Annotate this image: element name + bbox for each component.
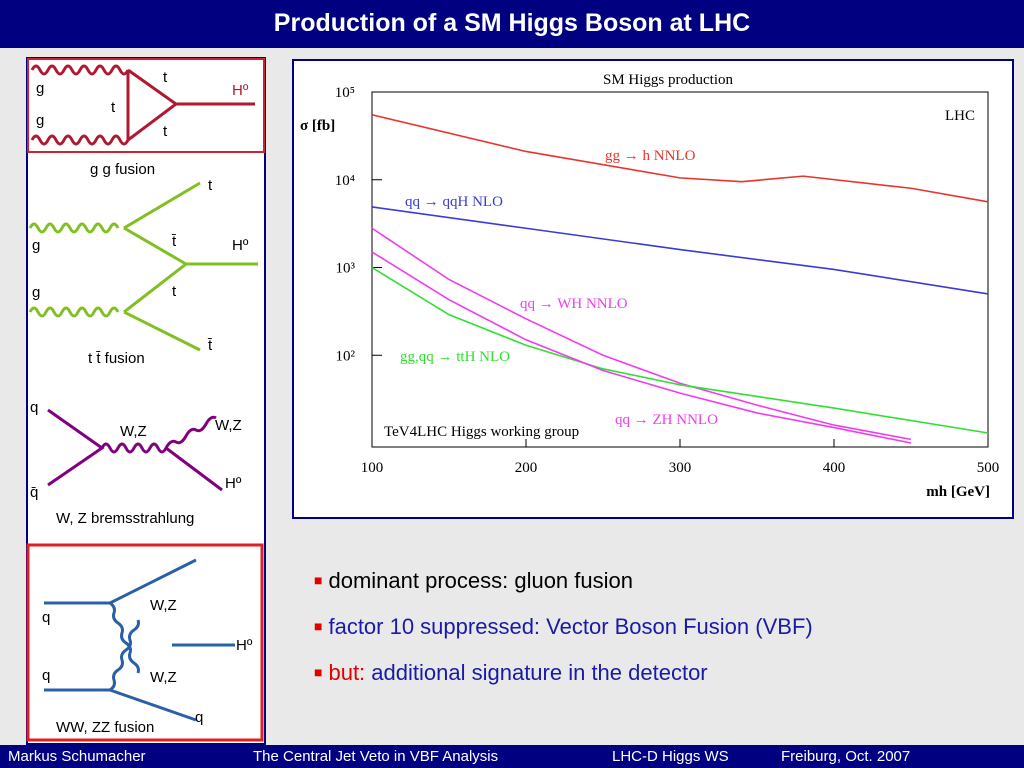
series-label: qq → ZH NNLO <box>615 412 718 428</box>
label: g <box>36 80 44 97</box>
diagram-wz <box>47 408 223 492</box>
bullet-prefix: but: <box>328 660 366 685</box>
caption: t t̄ fusion <box>88 350 145 367</box>
bullet: ■ but: additional signature in the detect… <box>314 660 708 685</box>
footer-text: Markus Schumacher <box>8 748 146 765</box>
chart-frame <box>292 59 1014 519</box>
footer-text: The Central Jet Veto in VBF Analysis <box>253 748 499 765</box>
label: q <box>42 667 50 684</box>
y-axis-label: σ [fb] <box>300 118 335 134</box>
label: q <box>42 609 50 626</box>
label: W,Z <box>150 669 177 686</box>
diagram-vbf <box>44 558 235 722</box>
series-label: gg → h NNLO <box>605 148 696 164</box>
diagram-tt <box>28 181 258 352</box>
label: t <box>163 69 168 86</box>
y-tick-label: 10⁴ <box>335 173 355 189</box>
highlight-box <box>26 543 264 742</box>
series-line <box>371 114 989 203</box>
label: g <box>32 284 40 301</box>
footer-text: Freiburg, Oct. 2007 <box>781 748 911 765</box>
label: g <box>32 237 40 254</box>
caption: WW, ZZ fusion <box>56 719 154 736</box>
label: Hº <box>225 475 242 492</box>
highlight-box <box>27 58 265 153</box>
label: Hº <box>236 637 253 654</box>
caption: W, Z bremsstrahlung <box>56 510 194 527</box>
label: t <box>163 123 168 140</box>
label: g <box>36 112 44 129</box>
footer: Markus Schumacher The Central Jet Veto i… <box>0 745 1024 768</box>
label: Hº <box>232 237 249 254</box>
label: W,Z <box>120 423 147 440</box>
label: q <box>195 709 203 726</box>
x-tick-label: 300 <box>669 460 692 476</box>
bullet-list: ■ dominant process: gluon fusion ■ factor … <box>314 568 813 706</box>
series-line <box>371 266 989 434</box>
diagram-panel <box>26 57 266 745</box>
series-label: gg,qq → ttH NLO <box>400 349 510 365</box>
label: t <box>208 177 213 194</box>
y-tick-label: 10³ <box>336 261 356 277</box>
label: t̄ <box>207 337 213 354</box>
label: Hº <box>232 82 249 99</box>
annotation: TeV4LHC Higgs working group <box>384 424 579 440</box>
footer-text: LHC-D Higgs WS <box>612 748 729 765</box>
y-tick-label: 10⁵ <box>335 85 355 101</box>
x-tick-label: 400 <box>823 460 846 476</box>
series-line <box>371 206 989 295</box>
x-axis-label: mh [GeV] <box>926 484 990 500</box>
bullet-text: dominant process: gluon fusion <box>328 568 633 593</box>
bullet-text: factor 10 suppressed: Vector Boson Fusio… <box>328 614 813 639</box>
chart-title: SM Higgs production <box>603 72 734 88</box>
slide-title: Production of a SM Higgs Boson at LHC <box>0 0 1024 48</box>
label: q̄ <box>30 484 38 501</box>
label: t̄ <box>171 233 177 250</box>
bullet-text: additional signature in the detector <box>371 660 708 685</box>
diagram-gg <box>30 64 255 146</box>
bullet: ■ dominant process: gluon fusion <box>314 568 633 593</box>
y-tick-label: 10² <box>336 348 356 364</box>
series-line <box>371 227 912 441</box>
annotation: LHC <box>945 108 975 124</box>
series-label: qq → WH NNLO <box>520 296 628 312</box>
label: W,Z <box>215 417 242 434</box>
label: q <box>30 399 38 416</box>
slide-graphics: g g t t t Hº g g fusion g g t t̄ t t̄ Hº… <box>26 57 1014 745</box>
label: W,Z <box>150 597 177 614</box>
caption: g g fusion <box>90 161 155 178</box>
bullet: ■ factor 10 suppressed: Vector Boson Fusi… <box>314 614 813 639</box>
x-tick-label: 200 <box>515 460 538 476</box>
label: t <box>172 283 177 300</box>
series-label: qq → qqH NLO <box>405 194 503 210</box>
x-tick-label: 100 <box>361 460 384 476</box>
series-line <box>371 251 912 444</box>
x-tick-label: 500 <box>977 460 1000 476</box>
label: t <box>111 99 116 116</box>
